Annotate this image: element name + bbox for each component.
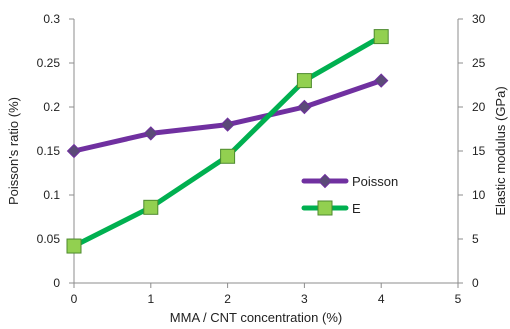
y-right-tick-label: 0	[472, 276, 479, 290]
y-left-tick-label: 0.1	[43, 188, 60, 202]
y-left-ticks: 0 0.05 0.1 0.15 0.2 0.25 0.3	[37, 12, 74, 290]
y-right-ticks: 0 5 10 15 20 25 30	[458, 12, 486, 290]
legend-label-e: E	[352, 201, 361, 216]
y-left-tick-label: 0.3	[43, 12, 60, 26]
x-tick-label: 3	[301, 292, 308, 306]
point-e	[143, 199, 159, 215]
point-e	[220, 148, 236, 164]
series-line-poisson	[71, 78, 384, 154]
y-right-tick-label: 5	[472, 232, 479, 246]
y-left-tick-label: 0	[53, 276, 60, 290]
x-tick-label: 2	[224, 292, 231, 306]
x-tick-label: 1	[147, 292, 154, 306]
legend-marker-poisson	[317, 173, 333, 189]
point-poisson	[143, 126, 159, 141]
y-right-tick-label: 20	[472, 100, 486, 114]
y-right-tick-label: 15	[472, 144, 486, 158]
point-e	[373, 29, 389, 45]
x-axis-title: MMA / CNT concentration (%)	[170, 310, 342, 325]
y-right-axis-title: Elastic modulus (GPa)	[493, 86, 508, 215]
y-left-tick-label: 0.15	[37, 144, 61, 158]
y-left-tick-label: 0.05	[37, 232, 61, 246]
legend-label-poisson: Poisson	[352, 174, 398, 189]
y-right-tick-label: 30	[472, 12, 486, 26]
y-right-tick-label: 10	[472, 188, 486, 202]
point-poisson	[373, 73, 389, 88]
axes	[73, 19, 459, 284]
legend-marker-e	[317, 200, 333, 216]
point-poisson	[297, 99, 312, 115]
point-e	[66, 238, 82, 254]
x-tick-label: 5	[455, 292, 462, 306]
x-tick-label: 0	[71, 292, 78, 306]
y-left-axis-title: Poisson's ratio (%)	[6, 97, 21, 205]
y-left-tick-label: 0.25	[37, 56, 61, 70]
legend: Poisson E	[301, 173, 398, 216]
y-left-tick-label: 0.2	[43, 100, 60, 114]
point-e	[296, 73, 312, 89]
series-group	[66, 29, 389, 254]
y-right-tick-label: 25	[472, 56, 486, 70]
x-tick-label: 4	[378, 292, 385, 306]
x-ticks: 0 1 2 3 4 5	[71, 283, 462, 306]
point-poisson	[220, 117, 235, 132]
point-poisson	[66, 143, 82, 159]
